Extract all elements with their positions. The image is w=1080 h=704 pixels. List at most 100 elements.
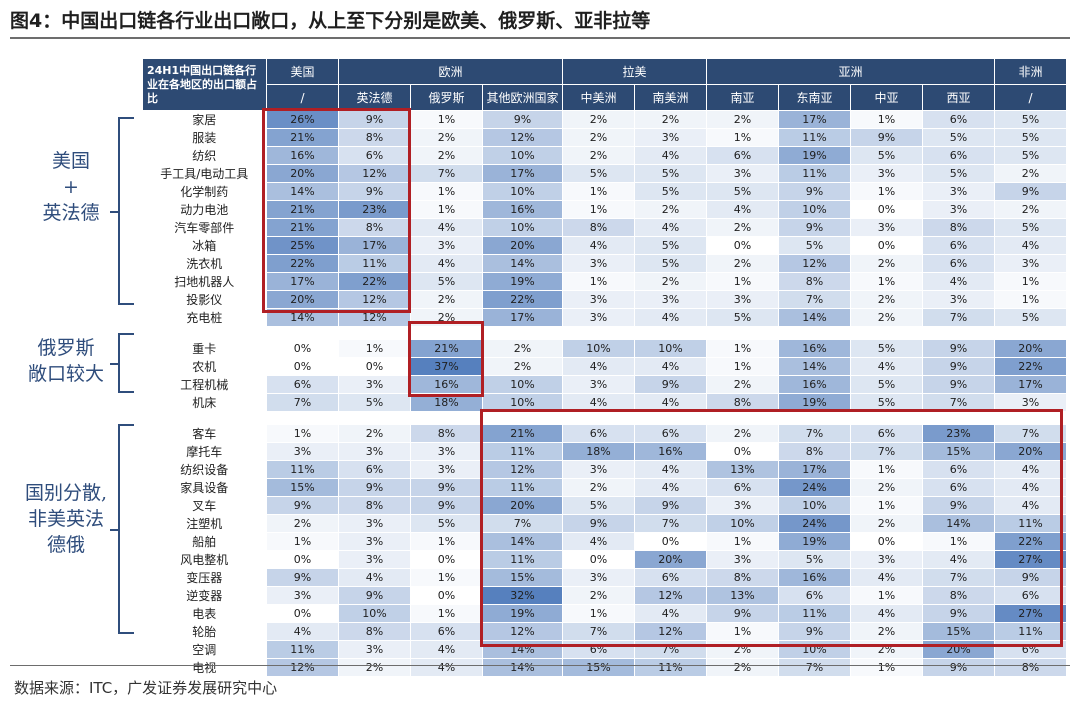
heat-cell: 4% (994, 478, 1067, 497)
heat-cell: 2% (994, 164, 1067, 183)
heat-cell: 0% (266, 550, 339, 569)
column-header: 西亚 (922, 84, 995, 111)
heat-cell: 8% (778, 442, 851, 461)
row-label: 投影仪 (142, 290, 267, 309)
heat-cell: 3% (410, 442, 483, 461)
heat-cell: 9% (922, 375, 995, 394)
heat-cell: 8% (338, 622, 411, 641)
heat-cell: 4% (634, 460, 707, 479)
heat-cell: 9% (338, 478, 411, 497)
heat-cell: 21% (266, 128, 339, 147)
heat-cell: 3% (562, 375, 635, 394)
group-label-1-line1: 美国 (51, 150, 90, 172)
heat-cell: 6% (410, 622, 483, 641)
heat-cell: 2% (850, 478, 923, 497)
heat-cell: 4% (562, 236, 635, 255)
heat-cell: 5% (850, 339, 923, 358)
group-label-1-line3: 英法德 (42, 202, 100, 224)
heat-cell: 21% (482, 424, 563, 443)
heat-cell: 3% (850, 218, 923, 237)
table-row: 风电整机 0% 3% 0% 11% 0% 20% 3% 5% 3% 4% 27% (142, 550, 1067, 569)
row-label: 家具设备 (142, 478, 267, 497)
heat-cell: 11% (338, 254, 411, 273)
heat-cell: 5% (634, 182, 707, 201)
group-label-2-line2: 敞口较大 (27, 363, 104, 385)
heat-cell: 9% (922, 496, 995, 515)
heat-cell: 11% (778, 128, 851, 147)
highlight-box-russia (408, 321, 484, 397)
heat-cell: 11% (994, 622, 1067, 641)
heat-cell: 8% (706, 568, 779, 587)
region-header: 欧洲 (338, 58, 563, 85)
heat-cell: 27% (994, 604, 1067, 623)
heat-cell: 6% (922, 460, 995, 479)
heat-cell: 5% (706, 308, 779, 327)
table-row: 家具设备 15% 9% 9% 11% 2% 4% 6% 24% 2% 6% 4% (142, 478, 1067, 497)
heat-cell: 1% (410, 532, 483, 551)
row-label: 纺织 (142, 146, 267, 165)
heat-cell: 6% (922, 236, 995, 255)
row-label: 重卡 (142, 339, 267, 358)
heat-cell: 3% (634, 290, 707, 309)
heat-cell: 3% (706, 290, 779, 309)
heat-cell: 6% (706, 478, 779, 497)
heat-cell: 0% (634, 532, 707, 551)
heat-cell: 1% (706, 622, 779, 641)
heat-cell: 1% (266, 424, 339, 443)
heat-cell: 0% (706, 236, 779, 255)
heat-cell: 9% (922, 658, 995, 677)
heat-cell: 22% (482, 290, 563, 309)
heat-cell: 9% (922, 357, 995, 376)
group-label-3: 国别分散, 非美英法 德俄 (16, 480, 116, 558)
group-label-3-line1: 国别分散, (24, 482, 108, 504)
heat-cell: 12% (266, 658, 339, 677)
heat-cell: 6% (922, 478, 995, 497)
heat-cell: 5% (634, 236, 707, 255)
heat-cell: 3% (706, 496, 779, 515)
heat-cell: 10% (778, 496, 851, 515)
heat-cell: 14% (778, 308, 851, 327)
heat-cell: 16% (778, 339, 851, 358)
row-label: 化学制药 (142, 182, 267, 201)
heat-cell: 10% (482, 146, 563, 165)
table-row: 船舶 1% 3% 1% 14% 4% 0% 1% 19% 0% 1% 22% (142, 532, 1067, 551)
heat-cell: 1% (562, 182, 635, 201)
table-row: 机床 7% 5% 18% 10% 4% 4% 8% 19% 5% 7% 3% (142, 393, 1067, 412)
heat-cell: 11% (266, 460, 339, 479)
table-row: 逆变器 3% 9% 0% 32% 2% 12% 13% 6% 1% 8% 6% (142, 586, 1067, 605)
heat-cell: 7% (850, 442, 923, 461)
heat-cell: 1% (410, 568, 483, 587)
heat-cell: 1% (410, 200, 483, 219)
heat-cell: 4% (634, 357, 707, 376)
heat-cell: 1% (706, 339, 779, 358)
heat-cell: 5% (850, 393, 923, 412)
heat-cell: 9% (778, 622, 851, 641)
heatmap-table-wrap: 24H1中国出口链各行业在各地区的出口额占比 美国 欧洲 拉美 亚洲 非洲 / 英法德 俄罗… (142, 58, 1067, 677)
heat-cell: 21% (266, 200, 339, 219)
heat-cell: 2% (410, 290, 483, 309)
heat-cell: 3% (338, 514, 411, 533)
heat-cell: 7% (562, 622, 635, 641)
table-row: 扫地机器人 17% 22% 5% 19% 1% 2% 1% 8% 1% 4% 1% (142, 272, 1067, 291)
heat-cell: 2% (706, 658, 779, 677)
heat-cell: 1% (994, 272, 1067, 291)
heat-cell: 12% (338, 164, 411, 183)
row-label: 逆变器 (142, 586, 267, 605)
group-bracket-1 (110, 117, 134, 305)
row-label: 空调 (142, 640, 267, 659)
heat-cell: 5% (850, 375, 923, 394)
heat-cell: 12% (778, 254, 851, 273)
heat-cell: 8% (562, 218, 635, 237)
heat-cell: 9% (778, 182, 851, 201)
heat-cell: 5% (994, 146, 1067, 165)
heat-cell: 6% (850, 424, 923, 443)
heat-cell: 2% (706, 375, 779, 394)
heat-cell: 11% (994, 514, 1067, 533)
heat-cell: 10% (562, 339, 635, 358)
heat-cell: 9% (410, 478, 483, 497)
heat-cell: 3% (922, 290, 995, 309)
row-label: 风电整机 (142, 550, 267, 569)
heat-cell: 22% (994, 532, 1067, 551)
heat-cell: 4% (994, 496, 1067, 515)
heat-cell: 1% (850, 586, 923, 605)
